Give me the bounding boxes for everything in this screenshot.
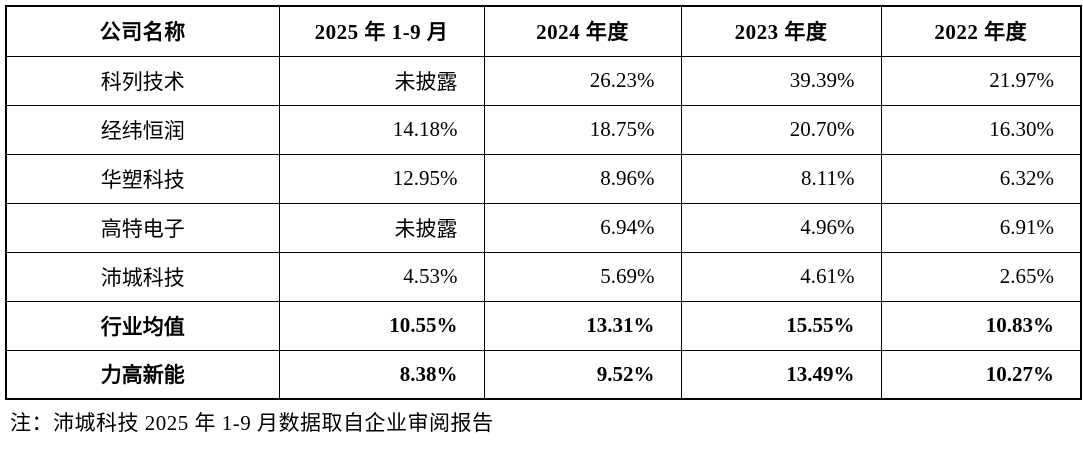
value-2024: 5.69% xyxy=(483,251,682,302)
value-2023: 39.39% xyxy=(680,55,882,106)
value-2022: 6.32% xyxy=(880,153,1082,204)
table-row: 科列技术 未披露 26.23% 39.39% 21.97% xyxy=(5,55,1082,106)
table-row-industry-average: 行业均值 10.55% 13.31% 15.55% 10.83% xyxy=(5,300,1082,351)
value-2025: 未披露 xyxy=(278,55,485,106)
value-2024: 9.52% xyxy=(483,349,682,400)
company-name: 行业均值 xyxy=(5,300,280,351)
value-2022: 2.65% xyxy=(880,251,1082,302)
table-row-issuer: 力高新能 8.38% 9.52% 13.49% 10.27% xyxy=(5,349,1082,400)
value-2022: 6.91% xyxy=(880,202,1082,253)
header-row: 公司名称 2025 年 1-9 月 2024 年度 2023 年度 2022 年… xyxy=(5,5,1082,57)
footnote: 注：沛城科技 2025 年 1-9 月数据取自企业审阅报告 xyxy=(10,411,494,435)
value-2025: 10.55% xyxy=(278,300,485,351)
value-2023: 4.61% xyxy=(680,251,882,302)
value-2023: 8.11% xyxy=(680,153,882,204)
value-2025: 12.95% xyxy=(278,153,485,204)
peer-comparison-table: 公司名称 2025 年 1-9 月 2024 年度 2023 年度 2022 年… xyxy=(5,5,1082,400)
value-2023: 15.55% xyxy=(680,300,882,351)
value-2025: 未披露 xyxy=(278,202,485,253)
col-header-2025: 2025 年 1-9 月 xyxy=(278,5,485,57)
value-2025: 14.18% xyxy=(278,104,485,155)
value-2023: 13.49% xyxy=(680,349,882,400)
col-header-2024: 2024 年度 xyxy=(483,5,682,57)
col-header-company: 公司名称 xyxy=(5,5,280,57)
company-name: 华塑科技 xyxy=(5,153,280,204)
company-name: 高特电子 xyxy=(5,202,280,253)
company-name: 沛城科技 xyxy=(5,251,280,302)
table-row: 沛城科技 4.53% 5.69% 4.61% 2.65% xyxy=(5,251,1082,302)
table-row: 经纬恒润 14.18% 18.75% 20.70% 16.30% xyxy=(5,104,1082,155)
value-2022: 10.27% xyxy=(880,349,1082,400)
table-row: 华塑科技 12.95% 8.96% 8.11% 6.32% xyxy=(5,153,1082,204)
value-2022: 16.30% xyxy=(880,104,1082,155)
value-2022: 10.83% xyxy=(880,300,1082,351)
table-row: 高特电子 未披露 6.94% 4.96% 6.91% xyxy=(5,202,1082,253)
value-2024: 26.23% xyxy=(483,55,682,106)
col-header-2022: 2022 年度 xyxy=(880,5,1082,57)
value-2023: 4.96% xyxy=(680,202,882,253)
value-2025: 8.38% xyxy=(278,349,485,400)
value-2024: 8.96% xyxy=(483,153,682,204)
value-2025: 4.53% xyxy=(278,251,485,302)
company-name: 科列技术 xyxy=(5,55,280,106)
value-2024: 18.75% xyxy=(483,104,682,155)
company-name: 经纬恒润 xyxy=(5,104,280,155)
value-2024: 13.31% xyxy=(483,300,682,351)
value-2024: 6.94% xyxy=(483,202,682,253)
col-header-2023: 2023 年度 xyxy=(680,5,882,57)
value-2023: 20.70% xyxy=(680,104,882,155)
value-2022: 21.97% xyxy=(880,55,1082,106)
company-name: 力高新能 xyxy=(5,349,280,400)
